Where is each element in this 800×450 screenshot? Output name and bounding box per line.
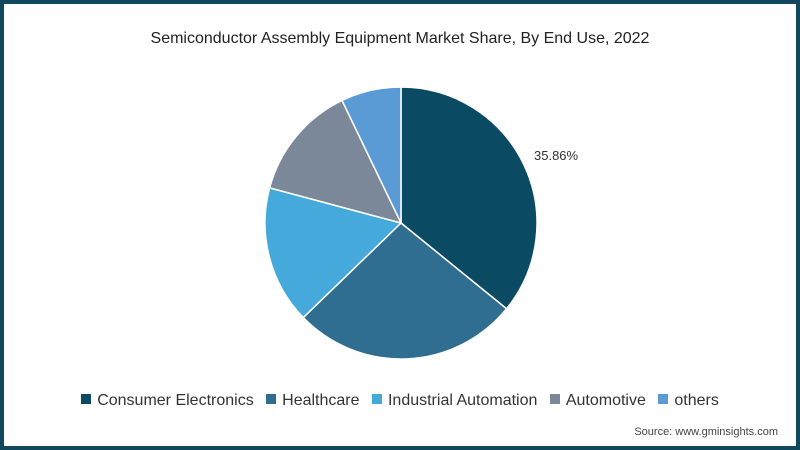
legend-item-healthcare: Healthcare <box>266 392 360 410</box>
legend-swatch-icon <box>549 394 560 404</box>
chart-title: Semiconductor Assembly Equipment Market … <box>150 30 650 47</box>
legend-item-consumer-electronics: Consumer Electronics <box>81 392 254 410</box>
pie-slice-healthcare <box>302 221 508 360</box>
legend-item-industrial-automation: Industrial Automation <box>371 392 537 410</box>
pie-slices <box>264 86 538 360</box>
legend-swatch-icon <box>266 394 277 404</box>
source-note: Source: www.gminsights.com <box>634 426 778 438</box>
legend-swatch-icon <box>371 394 382 404</box>
legend-item-others: others <box>658 392 719 410</box>
pie-slice-industrial-automation <box>264 186 403 319</box>
pie-slice-others <box>341 86 402 224</box>
legend-item-automotive: Automotive <box>549 392 646 410</box>
data-label-consumer-electronics: 35.86% <box>534 148 579 163</box>
pie-slice-consumer-electronics <box>400 86 538 310</box>
legend: Consumer Electronics Healthcare Industri… <box>0 392 800 410</box>
legend-swatch-icon <box>658 394 669 404</box>
legend-swatch-icon <box>81 394 92 404</box>
pie-slice-automotive <box>268 99 403 225</box>
